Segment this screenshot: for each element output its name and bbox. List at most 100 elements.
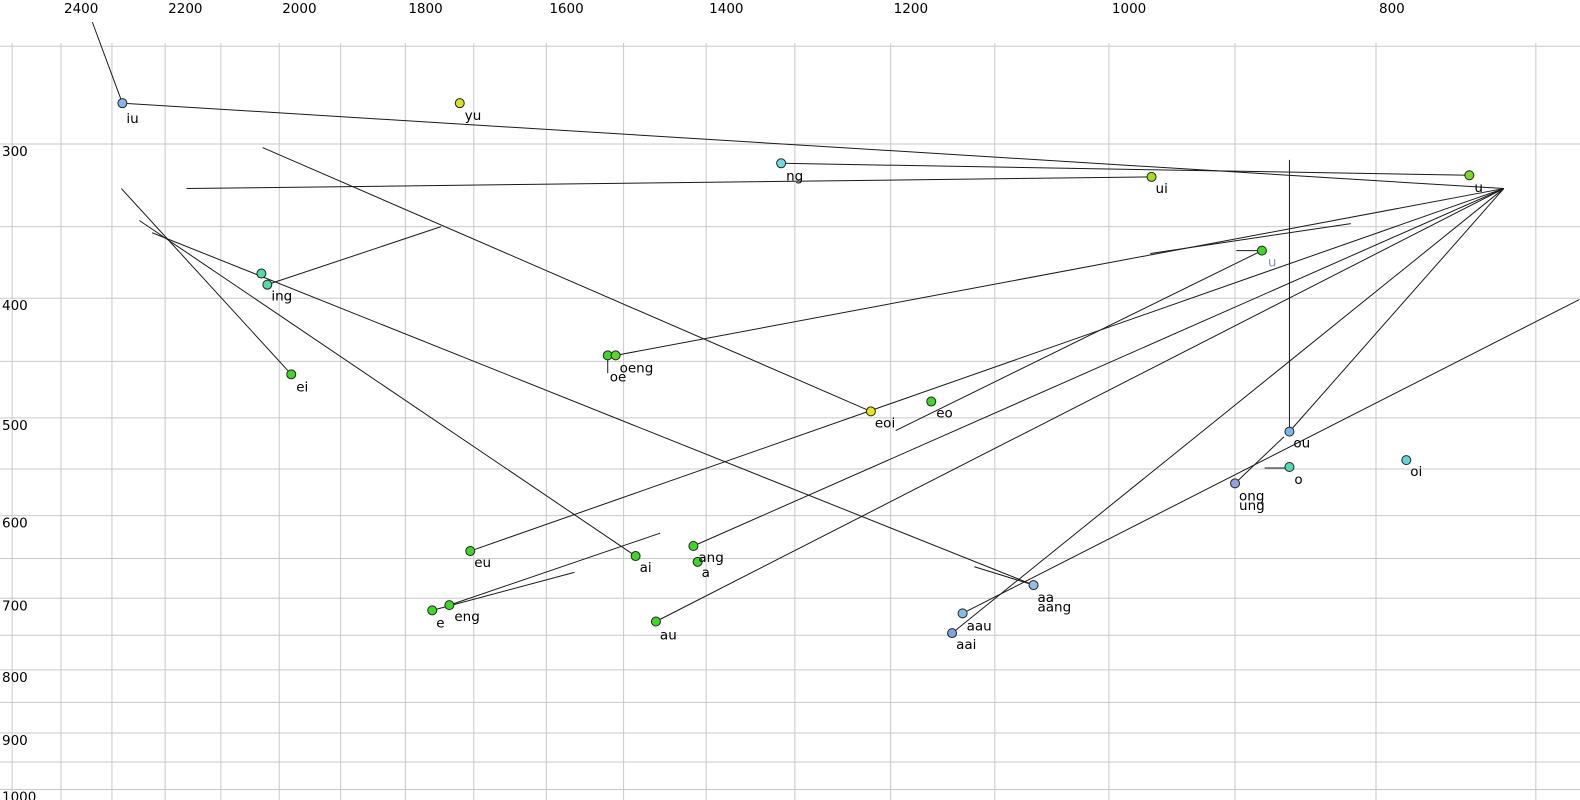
vowel-label-oe: oe: [610, 369, 627, 385]
vowel-point-aau[interactable]: [957, 608, 968, 619]
y-tick-700: 700: [2, 598, 28, 614]
vowel-label-oeng: oeng: [620, 360, 654, 376]
y-tick-400: 400: [2, 298, 28, 314]
trajectory-line-to-eoi: [262, 147, 872, 412]
x-tick-2400: 2400: [64, 1, 98, 17]
x-tick-1400: 1400: [709, 1, 743, 17]
x-axis-tick-labels: 2400 2200 2000 1800 1600 1400 1200 1000 800: [64, 1, 1405, 17]
trajectory-line-to-ui: [186, 176, 1152, 190]
x-tick-800: 800: [1379, 1, 1405, 17]
trajectory-line-through-eo-to-u2: [895, 250, 1263, 432]
vowel-point-ui[interactable]: [1146, 171, 1157, 182]
vowel-label-eng: eng: [454, 609, 479, 625]
x-tick-1200: 1200: [894, 1, 928, 17]
x-tick-1600: 1600: [549, 1, 583, 17]
vowel-points: [117, 98, 1475, 639]
vowel-point-oeng[interactable]: [610, 350, 621, 361]
vowel-point-ei[interactable]: [286, 369, 297, 380]
y-tick-900: 900: [2, 733, 28, 749]
trajectory-line-i-target-to-ei: [120, 188, 292, 375]
gridlines: [0, 43, 1580, 800]
vowel-point-a[interactable]: [692, 556, 703, 567]
vowel-label-ou: ou: [1293, 436, 1310, 452]
vowel-point-iu[interactable]: [117, 98, 128, 109]
vowel-label-eu: eu: [474, 555, 491, 571]
trajectory-line-au-to-u-target: [655, 188, 1505, 622]
trajectory-line-ing-stub: [267, 226, 442, 286]
vowel-label-eoi: eoi: [875, 415, 895, 431]
trajectory-line-aau-line: [962, 299, 1580, 614]
trajectory-line-e-stub: [432, 571, 575, 611]
trajectory-line-ng-to-u: [781, 162, 1470, 176]
trajectory-lines: [91, 21, 1580, 634]
vowel-point-ing1[interactable]: [256, 268, 267, 279]
trajectory-line-iu-to-u-target: [122, 102, 1504, 190]
vowel-label2-ong: ung: [1239, 498, 1265, 514]
vowel-label-ong: ong: [1239, 488, 1264, 504]
x-tick-2200: 2200: [168, 1, 202, 17]
trajectory-line-ang-line: [693, 188, 1504, 547]
vowel-point-e[interactable]: [427, 605, 438, 616]
vowel-point-ong[interactable]: [1230, 478, 1241, 489]
vowel-point-au[interactable]: [650, 616, 661, 627]
trajectory-line-oeng-to-u-target: [615, 188, 1504, 356]
vowel-label-ei: ei: [296, 379, 308, 395]
vowel-label-yu: yu: [465, 108, 482, 124]
vowel-label-o: o: [1294, 472, 1302, 488]
vowel-label-a: a: [702, 565, 710, 581]
trajectory-line-to-aa: [151, 232, 1034, 586]
vowel-label2-aa: aang: [1038, 600, 1072, 616]
vowel-point-ai[interactable]: [630, 551, 641, 562]
y-tick-1000: 1000: [2, 789, 36, 800]
vowel-point-eng[interactable]: [444, 600, 455, 611]
vowel-label-iu: iu: [126, 111, 138, 127]
vowel-label-aau: aau: [967, 618, 992, 634]
vowel-label-ai: ai: [640, 560, 652, 576]
vowel-label-u: u: [1474, 180, 1483, 196]
y-tick-300: 300: [2, 144, 28, 160]
trajectory-line-eng-stub: [449, 532, 661, 606]
vowel-point-ing2[interactable]: [262, 279, 273, 290]
vowel-label-u2: u: [1268, 255, 1277, 271]
y-axis-tick-labels: 300 400 500 600 700 800 900 1000: [2, 144, 36, 800]
vowel-point-eu[interactable]: [465, 546, 476, 557]
vowel-point-u2[interactable]: [1256, 245, 1267, 256]
x-tick-1000: 1000: [1112, 1, 1146, 17]
y-tick-600: 600: [2, 516, 28, 532]
vowel-label-aai: aai: [956, 637, 976, 653]
vowel-point-ng[interactable]: [776, 158, 787, 169]
trajectory-line-short-right-line: [1150, 223, 1351, 255]
vowel-point-o[interactable]: [1284, 462, 1295, 473]
vowel-point-aai[interactable]: [947, 628, 958, 639]
vowel-label-ng: ng: [786, 168, 803, 184]
vowel-point-ou[interactable]: [1284, 426, 1295, 437]
vowel-label-aa: aa: [1038, 590, 1055, 606]
vowel-label-oi: oi: [1410, 464, 1422, 480]
trajectory-line-ou-to-u-target: [1289, 188, 1505, 432]
vowel-label-e: e: [436, 615, 444, 631]
vowel-point-yu[interactable]: [454, 98, 465, 109]
trajectory-line-to-ai: [139, 220, 636, 557]
vowel-label-eo: eo: [936, 406, 953, 422]
vowel-point-u[interactable]: [1464, 170, 1475, 181]
vowel-point-ang[interactable]: [688, 541, 699, 552]
y-tick-500: 500: [2, 418, 28, 434]
vowel-label-ing2: ing: [271, 289, 292, 305]
vowel-label-ui: ui: [1156, 181, 1168, 197]
y-tick-800: 800: [2, 670, 28, 686]
trajectory-line-ong-stub: [1234, 436, 1285, 484]
trajectory-line-aai-to-u-target: [951, 188, 1505, 634]
trajectory-line-eu-to-u-target: [470, 188, 1504, 552]
trajectory-line-stub-into-iu: [91, 21, 123, 104]
vowel-point-aa[interactable]: [1028, 580, 1039, 591]
vowel-point-oi[interactable]: [1401, 455, 1412, 466]
x-tick-1800: 1800: [408, 1, 442, 17]
vowel-label-ang: ang: [698, 550, 723, 566]
trajectory-line-stub-into-aa: [974, 566, 1034, 586]
vowel-label-au: au: [660, 627, 677, 643]
vowel-point-eoi[interactable]: [865, 406, 876, 417]
vowel-point-eo[interactable]: [926, 396, 937, 407]
